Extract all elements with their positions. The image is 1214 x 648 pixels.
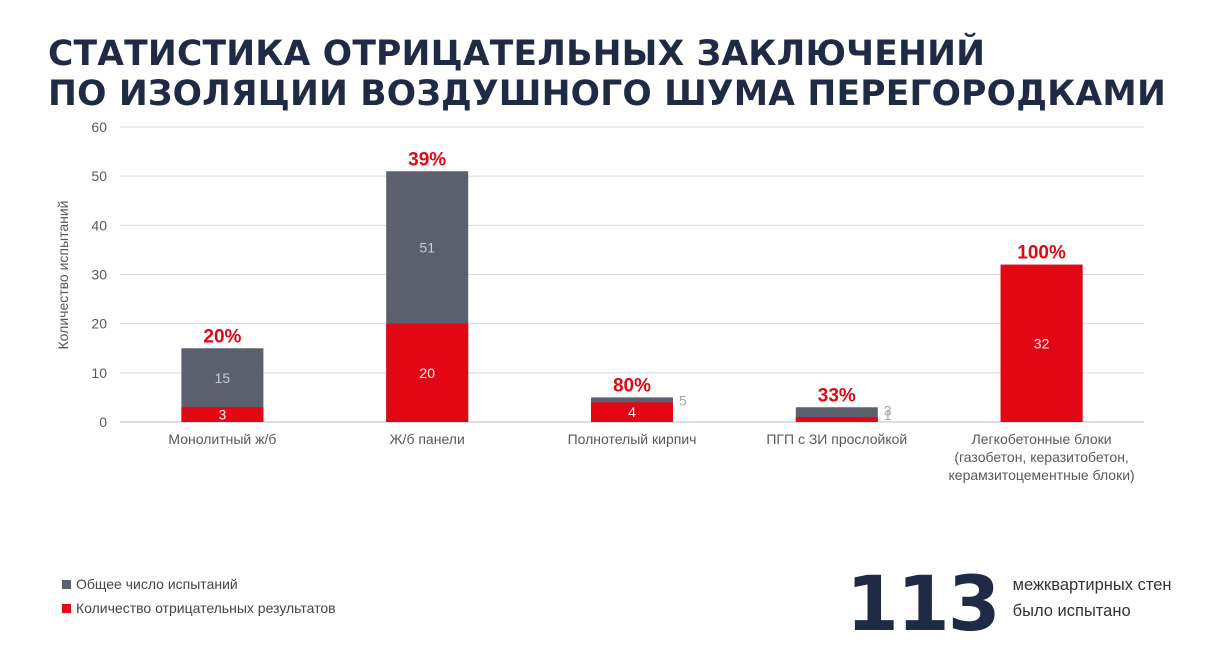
legend-swatch-negative bbox=[62, 603, 71, 613]
x-category-line: Ж/б панели bbox=[390, 431, 465, 447]
y-tick-label-40: 40 bbox=[91, 217, 107, 233]
gridlines bbox=[120, 126, 1144, 423]
x-category-label-0: Монолитный ж/б bbox=[168, 431, 276, 447]
bar-negative-0 bbox=[181, 407, 264, 422]
x-category-label-3: ПГП с ЗИ прослойкой bbox=[766, 431, 907, 447]
y-tick-label-30: 30 bbox=[91, 267, 107, 283]
percent-label-1: 39% bbox=[408, 149, 446, 170]
data-label-total-0: 15 bbox=[215, 370, 231, 386]
total-tested-number: 113 bbox=[846, 559, 1001, 648]
y-tick-label-20: 20 bbox=[91, 316, 107, 332]
data-label-negative-3: 1 bbox=[884, 407, 892, 423]
x-category-label-4: Легкобетонные блоки (газобетон, керазитоб… bbox=[949, 431, 1135, 483]
legend-label-negative: Количество отрицательных результатов bbox=[76, 600, 336, 616]
data-label-total-3: 3 bbox=[884, 402, 892, 418]
x-category-line: Полнотелый кирпич bbox=[568, 431, 697, 447]
y-tick-label-10: 10 bbox=[91, 365, 107, 381]
y-tick-label-50: 50 bbox=[91, 168, 107, 184]
chart-title: СТАТИСТИКА ОТРИЦАТЕЛЬНЫХ ЗАКЛЮЧЕНИЙ ПО И… bbox=[48, 34, 1198, 114]
x-category-label-2: Полнотелый кирпич bbox=[568, 431, 697, 447]
bar-negative-2 bbox=[591, 402, 673, 422]
bar-negative-4 bbox=[1000, 264, 1083, 422]
legend: Общее число испытаний Количество отрицат… bbox=[62, 572, 336, 620]
percent-label-4: 100% bbox=[1017, 243, 1066, 264]
legend-label-total: Общее число испытаний bbox=[76, 576, 238, 592]
y-axis-ticks: 0 10 20 30 40 50 60 bbox=[91, 119, 107, 430]
chart-title-line-2: ПО ИЗОЛЯЦИИ ВОЗДУШНОГО ШУМА ПЕРЕГОРОДКАМ… bbox=[48, 74, 1167, 114]
y-tick-label-60: 60 bbox=[91, 119, 107, 135]
x-category-line: керамзитоцементные блоки) bbox=[949, 467, 1135, 483]
x-category-line: (газобетон, керазитобетон, bbox=[954, 449, 1128, 465]
total-caption-line-1: межквартирных стен bbox=[1012, 576, 1172, 594]
data-label-total-2: 5 bbox=[679, 392, 687, 408]
percent-label-2: 80% bbox=[613, 375, 651, 396]
x-category-line: ПГП с ЗИ прослойкой bbox=[766, 431, 907, 447]
x-category-label-1: Ж/б панели bbox=[390, 431, 465, 447]
data-label-negative-1: 20 bbox=[419, 365, 435, 381]
x-category-line: Монолитный ж/б bbox=[168, 431, 276, 447]
total-tested-summary: 113 межквартирных стен было испытано bbox=[846, 566, 1172, 642]
percent-label-3: 33% bbox=[818, 385, 856, 406]
bars bbox=[181, 171, 1083, 422]
legend-swatch-total bbox=[62, 579, 71, 589]
percent-label-0: 20% bbox=[203, 326, 241, 347]
bar-negative-3 bbox=[795, 417, 878, 422]
data-label-negative-2: 4 bbox=[628, 404, 636, 420]
x-category-line: Легкобетонные блоки bbox=[972, 431, 1112, 447]
data-label-negative-4: 32 bbox=[1034, 335, 1050, 351]
chart-title-line-1: СТАТИСТИКА ОТРИЦАТЕЛЬНЫХ ЗАКЛЮЧЕНИЙ bbox=[48, 34, 986, 74]
y-tick-label-0: 0 bbox=[99, 414, 107, 430]
total-tested-caption: межквартирных стен было испытано bbox=[1013, 572, 1172, 624]
legend-item-negative: Количество отрицательных результатов bbox=[62, 596, 336, 620]
y-axis-label: Количество испытаний bbox=[55, 201, 71, 350]
data-label-total-1: 51 bbox=[419, 239, 435, 255]
total-caption-line-2: было испытано bbox=[1012, 602, 1131, 620]
bar-negative-1 bbox=[386, 323, 469, 422]
data-label-negative-0: 3 bbox=[219, 407, 227, 423]
legend-item-total: Общее число испытаний bbox=[62, 572, 336, 596]
x-axis-categories: Монолитный ж/б Ж/б панели Полнотелый кирпи… bbox=[168, 431, 1134, 483]
